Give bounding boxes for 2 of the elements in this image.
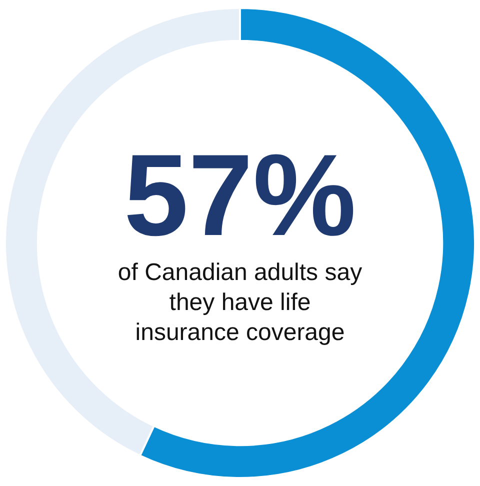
text: of Canadian adults say they have life insurance coverage — [116, 258, 364, 348]
data-label: 57% — [124, 130, 356, 260]
